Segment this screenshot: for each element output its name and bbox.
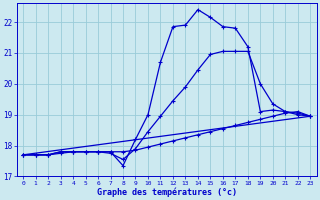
X-axis label: Graphe des températures (°c): Graphe des températures (°c) bbox=[97, 187, 237, 197]
